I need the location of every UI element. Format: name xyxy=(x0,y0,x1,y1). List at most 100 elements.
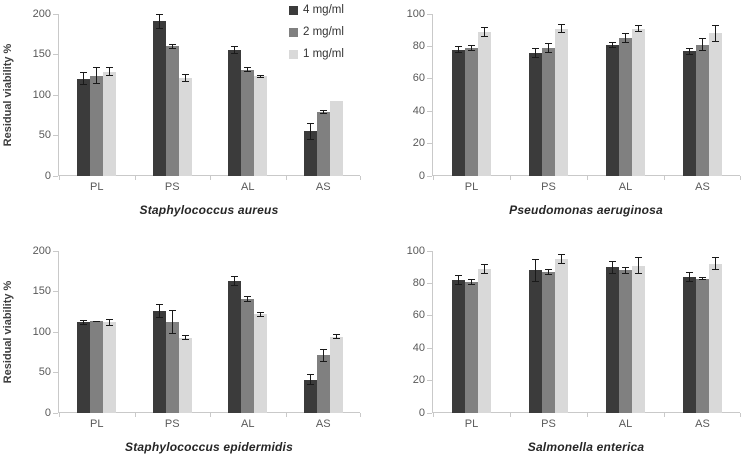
chart-title: Salmonella enterica xyxy=(527,440,645,454)
y-axis-tick xyxy=(427,412,432,414)
error-bar-cap xyxy=(558,254,565,256)
y-axis-tick xyxy=(53,94,58,96)
error-bar xyxy=(561,23,562,34)
error-bar-cap xyxy=(609,272,616,274)
error-bar xyxy=(260,311,262,317)
y-tick-label: 0 xyxy=(418,406,425,419)
y-axis-tick xyxy=(53,13,58,15)
error-bar-cap xyxy=(231,284,239,286)
y-axis-tick xyxy=(427,250,432,252)
error-bar-cap xyxy=(106,324,114,326)
bar xyxy=(542,48,555,176)
error-bar-cap xyxy=(545,268,552,270)
bar xyxy=(478,268,491,413)
x-category-label: AL xyxy=(618,181,633,193)
x-axis-tick xyxy=(285,176,287,180)
error-bar xyxy=(96,67,98,84)
bar xyxy=(228,280,242,413)
bar xyxy=(329,100,343,176)
x-category-label: AS xyxy=(315,181,331,193)
error-bar-cap xyxy=(319,112,327,114)
error-bar xyxy=(548,43,549,53)
error-bar-cap xyxy=(168,47,176,49)
y-axis-tick xyxy=(427,13,432,15)
chart-title: Staphylococcus aureus xyxy=(139,203,279,217)
error-bar-cap xyxy=(332,338,340,340)
bar xyxy=(606,44,619,176)
error-bar xyxy=(612,260,613,274)
error-bar-cap xyxy=(155,14,163,15)
x-axis-tick xyxy=(664,176,665,180)
error-bar-cap xyxy=(545,43,552,45)
x-axis-tick xyxy=(433,176,434,180)
error-bar-cap xyxy=(155,27,163,29)
error-bar-cap xyxy=(455,284,462,286)
x-category-label: PS xyxy=(164,181,180,193)
error-bar-cap xyxy=(545,274,552,276)
error-bar-cap xyxy=(80,323,88,325)
error-bar-cap xyxy=(481,26,488,28)
error-bar-cap xyxy=(558,262,565,264)
y-axis-tick xyxy=(427,110,432,112)
bar xyxy=(77,322,91,413)
y-axis-tick xyxy=(53,372,58,373)
plot-area: 0 50 100 150 200 PL PS AL AS xyxy=(33,245,361,430)
error-bar-cap xyxy=(168,43,176,45)
bar xyxy=(709,263,722,413)
y-tick-label: 100 xyxy=(406,7,425,20)
bar xyxy=(465,48,478,176)
error-bar xyxy=(561,254,562,264)
error-bar xyxy=(625,33,626,44)
error-bar-cap xyxy=(481,35,488,37)
error-bar-cap xyxy=(609,41,616,43)
error-bar-cap xyxy=(635,25,642,27)
error-bar-cap xyxy=(468,50,475,52)
error-bar xyxy=(535,48,536,58)
y-axis-tick xyxy=(53,331,58,333)
bar xyxy=(452,49,465,176)
bar xyxy=(241,298,255,413)
bar xyxy=(465,281,478,413)
error-bar xyxy=(548,268,549,276)
error-bar-cap xyxy=(244,295,252,297)
bar xyxy=(228,49,242,176)
error-bar-cap xyxy=(455,51,462,53)
error-bar-cap xyxy=(332,334,340,336)
y-tick-label: 200 xyxy=(32,7,51,20)
legend-item: 4 mg/ml xyxy=(289,4,344,16)
error-bar-cap xyxy=(622,272,629,274)
error-bar-cap xyxy=(181,81,189,83)
plot-area: 0 20 40 60 80 100 PL PS AL AS xyxy=(407,8,741,193)
error-bar-cap xyxy=(80,319,88,321)
error-bar-cap xyxy=(257,311,265,313)
bar xyxy=(529,52,542,176)
y-axis-tick xyxy=(53,250,58,252)
error-bar-cap xyxy=(532,280,539,282)
error-bar-cap xyxy=(106,74,114,76)
chart-title: Staphylococcus epidermidis xyxy=(125,440,293,454)
error-bar-cap xyxy=(609,260,616,262)
y-axis-tick xyxy=(427,282,432,284)
error-bar xyxy=(83,319,85,325)
error-bar xyxy=(184,73,186,83)
error-bar xyxy=(689,272,690,282)
y-axis-tick xyxy=(53,175,58,177)
error-bar xyxy=(458,275,459,286)
error-bar xyxy=(702,38,703,52)
error-bar-cap xyxy=(155,317,163,319)
error-bar-cap xyxy=(532,56,539,58)
error-bar-cap xyxy=(468,44,475,46)
y-axis-tick xyxy=(53,412,58,414)
error-bar-cap xyxy=(558,23,565,25)
error-bar xyxy=(702,276,703,281)
x-axis-tick xyxy=(134,413,136,417)
error-bar-cap xyxy=(635,257,642,259)
y-axis-tick xyxy=(427,380,432,382)
error-bar-cap xyxy=(635,272,642,274)
bar xyxy=(254,314,268,413)
error-bar xyxy=(458,46,459,53)
y-tick-label: 200 xyxy=(32,244,51,257)
y-tick-label: 150 xyxy=(32,285,51,297)
error-bar-cap xyxy=(231,45,239,47)
error-bar xyxy=(535,259,536,282)
